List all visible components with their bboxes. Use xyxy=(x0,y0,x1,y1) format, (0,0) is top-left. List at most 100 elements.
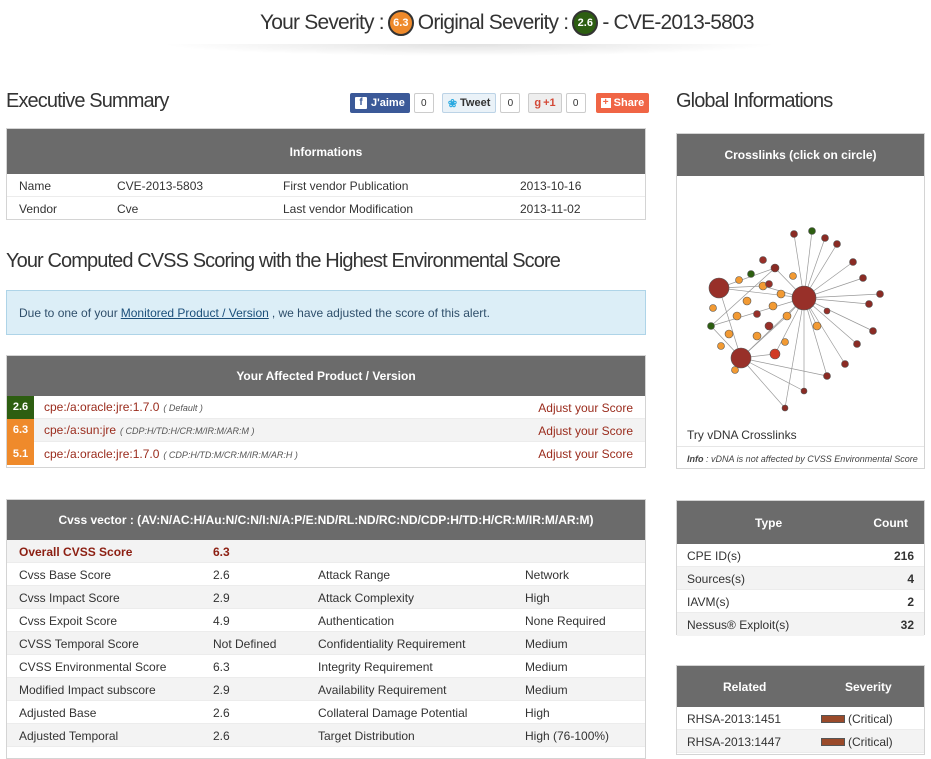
plus-icon: + xyxy=(600,98,611,108)
related-header: Related Severity xyxy=(677,666,924,707)
cpe-link[interactable]: cpe:/a:sun:jre( CDP:H/TD:H/CR:M/IR:M/AR:… xyxy=(44,423,255,437)
cvss-value: 2.6 xyxy=(213,728,230,743)
crosslinks-panel: Crosslinks (click on circle) xyxy=(676,133,925,469)
info-key: Name xyxy=(19,178,52,193)
cvss-key: Modified Impact subscore xyxy=(19,682,156,697)
original-severity-circle: 2.6 xyxy=(572,10,599,36)
severity-bar xyxy=(821,714,845,723)
informations-header: Informations xyxy=(7,129,645,174)
cvss-key: CVSS Environmental Score xyxy=(19,659,167,674)
severity-bar xyxy=(821,737,845,746)
informations-table: Informations Name CVE-2013-5803 First ve… xyxy=(6,128,646,220)
adjust-score-link[interactable]: Adjust your Score xyxy=(538,446,633,461)
facebook-count: 0 xyxy=(413,93,434,113)
your-severity-circle: 6.3 xyxy=(387,10,414,36)
crosslinks-caption: Try vDNA Crosslinks xyxy=(687,428,797,442)
table-row: Cvss Impact Score 2.9 Attack Complexity … xyxy=(7,586,645,609)
cvss-value: Medium xyxy=(525,636,568,651)
cvss-value: 6.3 xyxy=(213,659,230,674)
table-row: RHSA-2013:1447 (Critical) xyxy=(677,730,924,753)
social-buttons: f J'aime 0 ❀ Tweet 0 g +1 0 + Share xyxy=(350,93,650,113)
cvss-key: Confidentiality Requirement xyxy=(318,636,466,651)
cpe-link[interactable]: cpe:/a:oracle:jre:1.7.0( Default ) xyxy=(44,400,203,414)
crosslinks-info: Info : vDNA is not affected by CVSS Envi… xyxy=(687,454,918,464)
cpe-link[interactable]: cpe:/a:oracle:jre:1.7.0( CDP:H/TD:M/CR:M… xyxy=(44,446,298,461)
cvss-value: 2.6 xyxy=(213,705,230,720)
cvss-key: Target Distribution xyxy=(318,728,415,743)
cvss-value: Not Defined xyxy=(213,636,277,651)
cvss-vector-table: Cvss vector : (AV:N/AC:H/Au:N/C:N/I:N/A:… xyxy=(6,499,646,759)
cvss-section-title: Your Computed CVSS Scoring with the High… xyxy=(6,250,561,272)
table-row: Vendor Cve Last vendor Modification 2013… xyxy=(7,197,645,220)
cvss-key: Authentication xyxy=(318,613,395,628)
table-row: Adjusted Temporal 2.6 Target Distributio… xyxy=(7,724,645,747)
original-severity-label: Original Severity : xyxy=(417,11,569,34)
twitter-icon: ❀ xyxy=(447,97,458,110)
related-link[interactable]: RHSA-2013:1447 xyxy=(687,734,782,749)
table-row: CVSS Temporal Score Not Defined Confiden… xyxy=(7,632,645,655)
cvss-value: Medium xyxy=(525,659,568,674)
gplus-icon: g xyxy=(534,97,542,109)
severity-header: Your Severity : 6.3 Original Severity : … xyxy=(0,0,931,56)
gplus-button[interactable]: g +1 xyxy=(528,93,562,113)
info-key: Vendor xyxy=(19,201,58,216)
overall-score-label: Overall CVSS Score xyxy=(19,544,133,559)
table-row: Adjusted Base 2.6 Collateral Damage Pote… xyxy=(7,701,645,724)
info-key: First vendor Publication xyxy=(283,178,409,193)
your-severity-label: Your Severity : xyxy=(260,11,385,34)
cvss-key: Attack Range xyxy=(318,567,391,582)
cvss-value: High (76-100%) xyxy=(525,728,610,743)
cvss-key: Cvss Expoit Score xyxy=(19,613,118,628)
crosslinks-header: Crosslinks (click on circle) xyxy=(677,134,924,176)
crosslinks-graph[interactable] xyxy=(677,176,924,426)
table-row: IAVM(s) 2 xyxy=(677,590,924,613)
related-table: Related Severity RHSA-2013:1451 (Critica… xyxy=(676,665,925,755)
cvss-key: Cvss Impact Score xyxy=(19,590,120,605)
cvss-key: Adjusted Base xyxy=(19,705,97,720)
cvss-key: Adjusted Temporal xyxy=(19,728,119,743)
executive-summary-title: Executive Summary xyxy=(6,90,169,112)
table-row: Name CVE-2013-5803 First vendor Publicat… xyxy=(7,174,645,197)
table-row: CPE ID(s) 216 xyxy=(677,544,924,567)
cvss-vector-header: Cvss vector : (AV:N/AC:H/Au:N/C:N/I:N/A:… xyxy=(7,500,645,540)
cve-title: - CVE-2013-5803 xyxy=(602,11,754,34)
table-row: Sources(s) 4 xyxy=(677,567,924,590)
cvss-value: None Required xyxy=(525,613,606,628)
tweet-button[interactable]: ❀ Tweet xyxy=(441,93,497,113)
score-badge: 6.3 xyxy=(7,418,34,442)
type-count-table: Type Count CPE ID(s) 216 Sources(s) 4 IA… xyxy=(676,500,925,636)
divider xyxy=(677,446,924,447)
table-row: Nessus® Exploit(s) 32 xyxy=(677,613,924,636)
table-row: RHSA-2013:1451 (Critical) xyxy=(677,707,924,730)
cvss-value: High xyxy=(525,590,550,605)
type-count-header: Type Count xyxy=(677,501,924,544)
score-badge: 2.6 xyxy=(7,395,34,419)
table-row: Overall CVSS Score 6.3 xyxy=(7,540,645,563)
cvss-key: Collateral Damage Potential xyxy=(318,705,468,720)
cvss-value: Network xyxy=(525,567,570,582)
cvss-value: 2.9 xyxy=(213,590,230,605)
global-informations-title: Global Informations xyxy=(676,90,833,112)
adjust-score-link[interactable]: Adjust your Score xyxy=(538,400,633,415)
affected-products-table: Your Affected Product / Version 2.6 cpe:… xyxy=(6,355,646,468)
related-link[interactable]: RHSA-2013:1451 xyxy=(687,711,782,726)
facebook-icon: f xyxy=(355,97,367,109)
facebook-like-button[interactable]: f J'aime xyxy=(350,93,410,113)
affected-row: 5.1 cpe:/a:oracle:jre:1.7.0( CDP:H/TD:M/… xyxy=(7,442,645,465)
header-shadow xyxy=(160,44,780,56)
score-badge: 5.1 xyxy=(7,442,34,465)
cvss-value: Medium xyxy=(525,682,568,697)
info-value: Cve xyxy=(117,201,139,216)
table-row: CVSS Environmental Score 6.3 Integrity R… xyxy=(7,655,645,678)
monitored-product-link[interactable]: Monitored Product / Version xyxy=(120,305,269,320)
tweet-count: 0 xyxy=(500,93,521,113)
adjust-score-link[interactable]: Adjust your Score xyxy=(538,423,633,438)
adjusted-score-alert: Due to one of your Monitored Product / V… xyxy=(6,290,646,335)
severity-line: Your Severity : 6.3 Original Severity : … xyxy=(260,9,755,37)
table-row: Cvss Base Score 2.6 Attack Range Network xyxy=(7,563,645,586)
table-row: Cvss Expoit Score 4.9 Authentication Non… xyxy=(7,609,645,632)
overall-score-value: 6.3 xyxy=(213,544,230,559)
share-button[interactable]: + Share xyxy=(595,93,650,113)
gplus-count: 0 xyxy=(565,93,586,113)
cvss-key: Availability Requirement xyxy=(318,682,447,697)
